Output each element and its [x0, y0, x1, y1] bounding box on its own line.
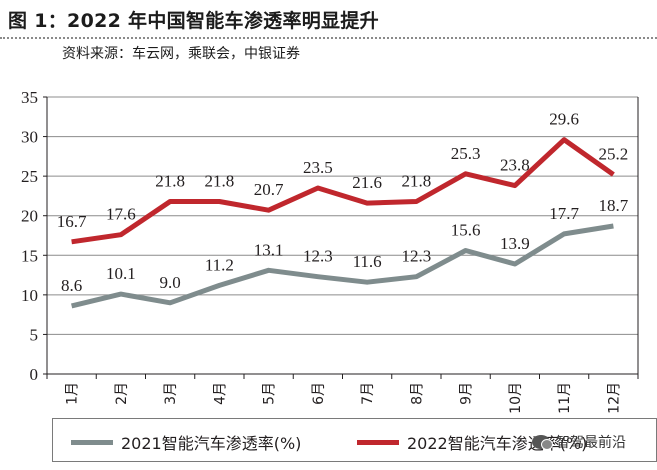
x-tick-label: 8月	[409, 382, 425, 405]
x-tick-label: 1月	[65, 382, 81, 405]
y-tick-label: 35	[21, 88, 38, 107]
data-label: 25.3	[451, 144, 481, 163]
watermark: 智驾最前沿	[532, 432, 626, 452]
data-label: 23.5	[303, 158, 333, 177]
data-label: 11.6	[353, 252, 382, 271]
series-line-2021	[71, 223, 614, 309]
data-label: 21.8	[155, 171, 185, 190]
y-tick-label: 20	[21, 207, 38, 226]
data-source: 资料来源：车云网，乘联会，中银证券	[62, 46, 300, 62]
legend-label-2021: 2021智能汽车渗透率(%)	[121, 434, 302, 453]
data-label: 9.0	[160, 273, 181, 292]
data-label: 12.3	[303, 247, 333, 266]
data-label: 13.1	[254, 240, 284, 259]
data-label: 15.6	[451, 221, 481, 240]
data-label: 16.7	[57, 212, 87, 231]
x-tick-label: 7月	[360, 382, 376, 405]
title-divider	[0, 37, 657, 39]
data-label: 21.6	[352, 173, 382, 192]
chart-legend: 2021智能汽车渗透率(%) 2022智能汽车渗透率(%)	[52, 418, 657, 462]
legend-item-2021: 2021智能汽车渗透率(%)	[71, 430, 301, 454]
x-tick-label: 9月	[459, 382, 475, 405]
y-tick-label: 0	[30, 365, 39, 384]
x-tick-label: 6月	[311, 382, 327, 405]
y-tick-label: 10	[21, 286, 38, 305]
x-tick-label: 12月	[606, 382, 622, 414]
data-label: 18.7	[599, 196, 629, 215]
y-tick-label: 15	[21, 246, 38, 265]
y-tick-label: 25	[21, 167, 38, 186]
x-tick-label: 5月	[262, 382, 278, 405]
data-label: 13.9	[500, 234, 530, 253]
legend-swatch-2022	[357, 439, 399, 445]
data-label: 23.8	[500, 156, 530, 175]
x-tick-label: 3月	[163, 382, 179, 405]
series-line-2022	[71, 137, 615, 245]
x-tick-label: 2月	[114, 382, 130, 405]
data-label: 17.7	[549, 204, 579, 223]
data-label: 25.2	[599, 145, 629, 164]
data-label: 20.7	[254, 180, 284, 199]
x-tick-label: 4月	[212, 382, 228, 405]
data-label: 21.8	[402, 171, 432, 190]
x-tick-label: 10月	[508, 382, 524, 414]
wechat-icon	[532, 435, 553, 450]
data-label: 11.2	[205, 255, 234, 274]
data-label: 8.6	[61, 276, 82, 295]
data-label: 12.3	[402, 247, 432, 266]
legend-swatch-2021	[71, 439, 113, 445]
data-label: 10.1	[106, 264, 136, 283]
x-tick-label: 11月	[557, 382, 573, 414]
y-tick-label: 30	[21, 128, 38, 147]
data-label: 21.8	[205, 171, 235, 190]
figure-label: 图 1：	[8, 10, 68, 32]
y-tick-label: 5	[30, 325, 39, 344]
data-label: 17.6	[106, 205, 136, 224]
figure-title: 图 1：2022 年中国智能车渗透率明显提升	[8, 6, 379, 33]
watermark-text: 智驾最前沿	[556, 435, 626, 451]
figure-title-text: 2022 年中国智能车渗透率明显提升	[67, 10, 379, 32]
data-label: 29.6	[549, 110, 579, 129]
